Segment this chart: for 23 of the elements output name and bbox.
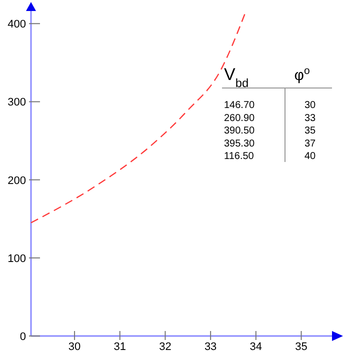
y-tick-label: 300 <box>8 96 26 109</box>
x-tick-label: 35 <box>295 341 308 352</box>
annotation: 35 <box>304 126 316 137</box>
annotation: 116.50 <box>224 151 254 162</box>
annotation: 33 <box>304 112 316 124</box>
x-tick-label: 34 <box>250 341 262 352</box>
annotation: φ$^{o}$ <box>294 65 310 84</box>
annotation: 260.90 <box>224 112 256 124</box>
y-tick-label: 400 <box>8 18 26 31</box>
x-tick-label: 30 <box>68 341 81 352</box>
annotation: 390.50 <box>224 126 256 137</box>
annotation: 395.30 <box>224 138 256 150</box>
annotation: 30 <box>304 100 316 111</box>
x-tick-label: 33 <box>204 341 217 352</box>
annotation: 40 <box>304 151 316 162</box>
y-tick-label: 200 <box>8 174 26 187</box>
x-tick-label: 32 <box>159 341 172 352</box>
annotation: 37 <box>304 138 316 150</box>
y-tick-label: 100 <box>8 252 26 265</box>
annotation: V$_{bd}$ <box>224 65 249 90</box>
annotation: 146.70 <box>224 100 256 111</box>
x-tick-label: 31 <box>114 341 126 352</box>
y-tick-label: 0 <box>20 331 26 343</box>
